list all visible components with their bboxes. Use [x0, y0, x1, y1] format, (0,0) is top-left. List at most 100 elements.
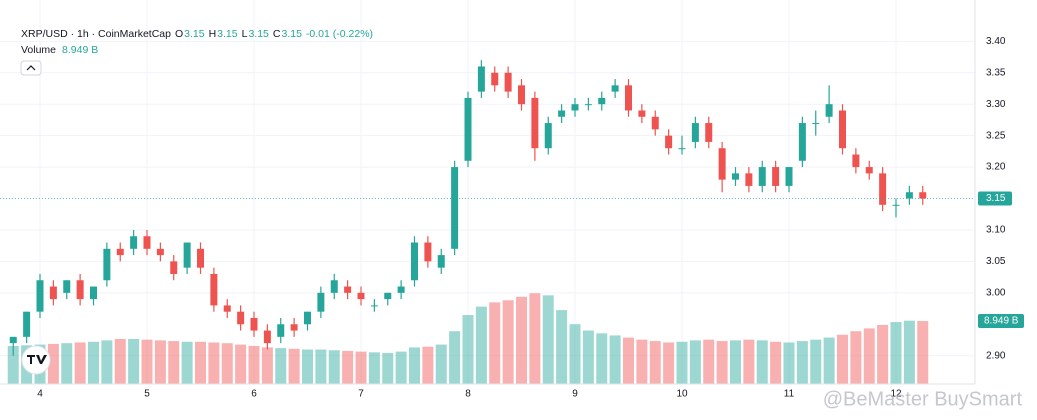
ohlc-value: 3.15	[217, 28, 238, 40]
volume-bar	[475, 306, 487, 384]
volume-bar	[395, 351, 407, 384]
candle-body	[277, 324, 285, 337]
candle-body	[839, 110, 846, 149]
candle-body	[518, 85, 525, 105]
volume-bar	[569, 324, 581, 384]
volume-bar	[7, 346, 19, 384]
x-tick-label: 4	[37, 389, 43, 400]
candle-body	[892, 204, 900, 206]
candle-body	[437, 255, 445, 268]
volume-bar	[74, 342, 86, 384]
candle-layer	[9, 60, 927, 356]
volume-legend: Volume 8.949 B	[21, 44, 98, 56]
candle-body	[544, 123, 552, 149]
ohlc-value: 3.15	[184, 28, 205, 40]
volume-bar	[770, 341, 782, 384]
candle-body	[665, 135, 673, 149]
volume-bar	[609, 335, 621, 384]
volume-bar	[449, 331, 461, 384]
candle-body	[919, 192, 927, 199]
candle-body	[290, 324, 298, 331]
candle-body	[330, 280, 338, 293]
candle-body	[705, 123, 713, 142]
candle-body	[23, 311, 31, 337]
header: XRP/USD · 1h · CoinMarketCap O3.15 H3.15 L3…	[21, 28, 373, 56]
candle-body	[49, 286, 57, 300]
volume-bar	[208, 342, 220, 384]
volume-bar	[890, 322, 902, 384]
y-tick-label: 3.10	[986, 225, 1006, 236]
volume-bar	[529, 293, 541, 384]
candle-body	[237, 311, 245, 325]
candle-body	[183, 242, 191, 268]
volume-bar	[382, 353, 394, 384]
y-tick-label: 3.40	[986, 36, 1006, 47]
volume-bar	[355, 351, 367, 384]
candle-body	[130, 236, 138, 249]
volume-bar	[917, 321, 929, 384]
x-tick-label: 8	[465, 389, 471, 400]
volume-bar	[61, 343, 73, 384]
candle-body	[598, 97, 606, 105]
y-tick-label: 3.35	[986, 67, 1006, 78]
volume-bar	[368, 352, 380, 384]
x-tick-label: 9	[572, 389, 578, 400]
volume-bar	[689, 340, 701, 384]
y-tick-label: 3.30	[986, 99, 1006, 110]
x-tick-label: 10	[676, 389, 688, 400]
candle-body	[116, 248, 124, 256]
x-tick-label: 7	[358, 389, 364, 400]
volume-bar	[556, 310, 568, 384]
ohlc-value: 3.15	[248, 28, 269, 40]
candle-body	[36, 280, 44, 312]
candle-body	[451, 167, 459, 249]
x-tick-label: 6	[251, 389, 257, 400]
y-tick-label: 2.90	[986, 350, 1006, 361]
collapse-icon	[26, 65, 36, 71]
candle-body	[531, 97, 539, 149]
volume-bar	[903, 320, 915, 384]
volume-bar	[342, 350, 354, 384]
candle-body	[772, 167, 780, 186]
volume-bar	[288, 348, 300, 384]
candle-body	[170, 261, 178, 274]
volume-bar	[435, 344, 447, 384]
watermark: @BeMaster BuySmart	[823, 388, 1023, 410]
volume-bar	[877, 324, 889, 384]
candle-body	[156, 248, 164, 256]
candle-body	[852, 154, 860, 168]
candle-body	[9, 336, 17, 344]
candle-body	[825, 104, 833, 117]
volume-bar	[837, 334, 848, 384]
collapse-button[interactable]	[20, 60, 42, 76]
volume-bar	[676, 341, 688, 384]
title-text: XRP/USD · 1h · CoinMarketCap	[21, 28, 171, 40]
candle-body	[344, 286, 352, 293]
candle-body	[812, 123, 820, 125]
volume-bar	[328, 350, 340, 384]
volume-bar	[596, 333, 608, 384]
candle-body	[103, 248, 111, 281]
change-value: -0.01 (-0.22%)	[306, 28, 373, 40]
volume-bar	[823, 337, 835, 384]
candle-body	[732, 173, 739, 180]
candle-body	[571, 104, 579, 111]
candle-body	[611, 85, 619, 92]
candle-body	[558, 110, 566, 117]
x-tick-label: 5	[144, 389, 150, 400]
candle-body	[584, 104, 592, 106]
volume-bar	[743, 339, 755, 384]
candle-body	[223, 305, 231, 312]
grid	[0, 0, 975, 384]
candle-body	[384, 292, 392, 300]
volume-bar	[663, 342, 675, 384]
tv-logo	[21, 345, 51, 375]
volume-bar	[275, 348, 287, 384]
volume-bar	[542, 295, 554, 384]
y-tick-label: 3.20	[986, 162, 1006, 173]
candle-body	[491, 72, 499, 86]
volume-bar	[516, 296, 527, 384]
candle-body	[464, 97, 472, 161]
candle-body	[718, 148, 726, 180]
